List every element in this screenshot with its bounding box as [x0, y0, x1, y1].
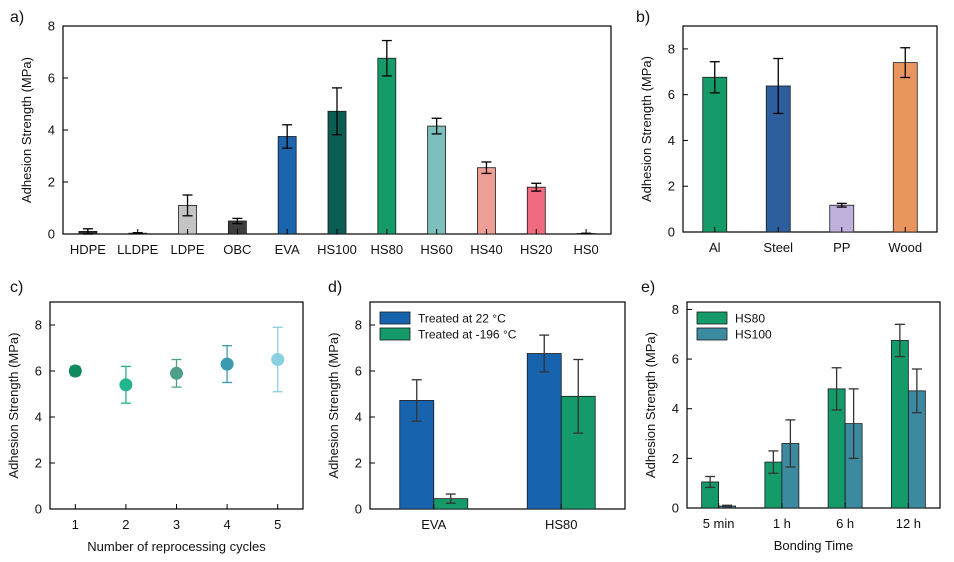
y-tick-label: 6: [48, 71, 55, 86]
x-tick-label: 12 h: [896, 516, 921, 531]
y-tick-label: 2: [48, 175, 55, 190]
data-point: [221, 358, 234, 371]
y-tick-label: 2: [668, 179, 675, 194]
y-tick-label: 4: [48, 123, 55, 138]
y-tick-label: 6: [672, 352, 679, 367]
data-point: [271, 353, 284, 366]
legend-swatch: [380, 312, 410, 324]
legend-label: HS80: [735, 312, 765, 326]
y-tick-label: 2: [35, 456, 42, 471]
y-tick-label: 6: [355, 364, 362, 379]
legend-swatch: [697, 328, 727, 340]
x-tick-label: LDPE: [171, 242, 205, 257]
x-tick-label: HS40: [470, 242, 503, 257]
panel-label: e): [641, 279, 655, 296]
data-point: [69, 365, 82, 378]
x-tick-label: EVA: [275, 242, 300, 257]
y-axis-label: Adhesion Strength (MPa): [643, 332, 658, 478]
y-tick-label: 6: [35, 364, 42, 379]
x-tick-label: HS80: [545, 517, 578, 532]
panel-b: b) 0 2 4 6 8 Adhesion Strength (MPa) Al Steel PP W…: [636, 9, 937, 255]
x-tick-label: 4: [223, 517, 230, 532]
y-tick-label: 2: [355, 456, 362, 471]
x-tick-label: Steel: [763, 240, 793, 255]
x-tick-label: PP: [833, 240, 850, 255]
y-tick-label: 8: [672, 302, 679, 317]
bar-hs80: [378, 58, 396, 234]
y-tick-label: 0: [35, 502, 42, 517]
x-axis-label: Number of reprocessing cycles: [87, 539, 266, 554]
data-point: [119, 378, 132, 391]
y-axis-label: Adhesion Strength (MPa): [326, 333, 341, 479]
panel-e: e) 0 2 4 6 8 Adhesion Strength (MPa) Bonding Ti…: [641, 279, 940, 553]
plot-frame: [50, 302, 303, 509]
y-tick-label: 4: [672, 401, 679, 416]
y-axis-label: Adhesion Strength (MPa): [19, 57, 34, 203]
bar-hs60: [428, 126, 446, 234]
data-point: [170, 367, 183, 380]
bar-12-h-series-0: [891, 340, 908, 508]
x-tick-label: HS20: [520, 242, 553, 257]
x-tick-label: Wood: [888, 240, 922, 255]
y-tick-label: 8: [35, 318, 42, 333]
y-tick-label: 6: [668, 87, 675, 102]
x-tick-label: 1 h: [773, 516, 791, 531]
panel-label: d): [328, 279, 342, 296]
panel-label: c): [10, 279, 23, 296]
panel-a: a) 0 2 4 6 8 Adhesion Strength (MPa) HDPE LLDPE L…: [10, 9, 611, 257]
x-tick-label: LLDPE: [117, 242, 159, 257]
panel-d: d) 0 2 4 6 8 Adhesion Strength (MPa) EVA HS80 Tre…: [326, 279, 625, 532]
x-axis-label: Bonding Time: [774, 538, 854, 553]
y-tick-label: 4: [668, 133, 675, 148]
x-tick-label: Al: [709, 240, 721, 255]
x-tick-label: HS0: [573, 242, 598, 257]
bar-hs40: [477, 168, 495, 234]
y-tick-label: 0: [48, 227, 55, 242]
legend-label: Treated at 22 °C: [418, 312, 506, 326]
bar-hs20: [527, 187, 545, 234]
y-axis-label: Adhesion Strength (MPa): [639, 56, 654, 202]
y-axis-label: Adhesion Strength (MPa): [6, 333, 21, 479]
x-tick-label: 2: [122, 517, 129, 532]
legend-label: Treated at -196 °C: [418, 328, 517, 342]
x-tick-label: 3: [173, 517, 180, 532]
y-tick-label: 2: [672, 451, 679, 466]
y-tick-label: 8: [668, 41, 675, 56]
y-tick-label: 0: [672, 501, 679, 516]
bar-wood: [893, 63, 917, 232]
legend-swatch: [380, 328, 410, 340]
x-tick-label: 6 h: [836, 516, 854, 531]
x-tick-label: HS60: [420, 242, 453, 257]
x-tick-label: HDPE: [70, 242, 106, 257]
panel-c: c) 0 2 4 6 8 Adhesion Strength (MPa) Number of …: [6, 279, 303, 554]
x-tick-label: OBC: [223, 242, 251, 257]
x-tick-label: 5 min: [703, 516, 735, 531]
y-tick-label: 4: [355, 410, 362, 425]
x-tick-label: 1: [72, 517, 79, 532]
y-tick-label: 0: [668, 225, 675, 240]
x-tick-label: EVA: [421, 517, 446, 532]
figure-canvas: a) 0 2 4 6 8 Adhesion Strength (MPa) HDPE LLDPE L…: [0, 0, 954, 562]
y-tick-label: 8: [355, 318, 362, 333]
bar-hs80-series-0: [527, 354, 561, 509]
y-tick-label: 0: [355, 502, 362, 517]
x-tick-label: HS80: [371, 242, 404, 257]
panel-label: b): [636, 9, 650, 26]
legend-swatch: [697, 312, 727, 324]
panel-label: a): [10, 9, 24, 26]
legend-label: HS100: [735, 328, 772, 342]
bar-eva: [278, 137, 296, 235]
y-tick-label: 4: [35, 410, 42, 425]
y-tick-label: 8: [48, 19, 55, 34]
bar-al: [703, 77, 727, 232]
x-tick-label: 5: [274, 517, 281, 532]
x-tick-label: HS100: [317, 242, 357, 257]
